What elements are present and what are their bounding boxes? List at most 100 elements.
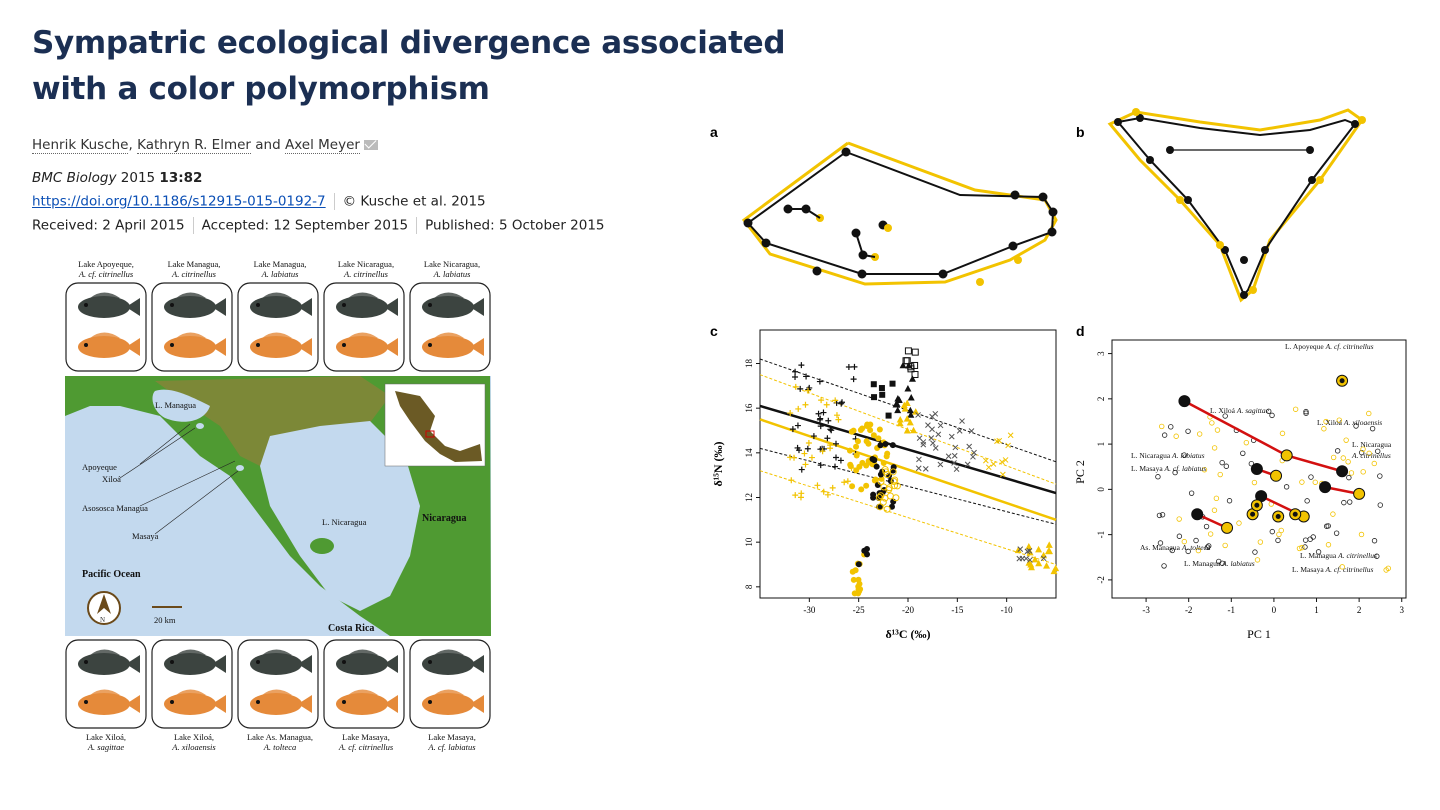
pc-label: L. Nicaragua A. labiatus	[1131, 451, 1205, 460]
citation-line: BMC Biology 2015 13:82	[32, 170, 202, 186]
x-tick-label: 2	[1357, 605, 1362, 615]
panel-label-d: d	[1076, 323, 1085, 339]
divider	[192, 217, 194, 234]
map-label: L. Nicaragua	[322, 517, 367, 527]
map-label: Masaya	[132, 531, 159, 541]
fish-photo-box	[237, 282, 319, 372]
fish-photo-box	[65, 639, 147, 729]
compass-icon: N	[87, 591, 121, 625]
pc-label: L. Managua A. labiatus	[1184, 559, 1255, 568]
map-label: Pacific Ocean	[82, 569, 141, 580]
fish-photo-box	[409, 639, 491, 729]
author-link[interactable]: Kathryn R. Elmer	[137, 137, 251, 154]
x-tick-label: -10	[1001, 605, 1013, 615]
copyright: © Kusche et al. 2015	[342, 193, 486, 210]
x-tick-label: -1	[1228, 605, 1236, 615]
x-tick-label: 3	[1399, 605, 1404, 615]
received-date: Received: 2 April 2015	[32, 217, 185, 234]
top-label: Lake Nicaragua,	[424, 259, 480, 269]
y-tick-label: 2	[1096, 397, 1106, 402]
top-fish-row	[65, 282, 491, 372]
y-tick-label: -2	[1096, 576, 1106, 584]
pc-label: L. Masaya A. cf. citrinellus	[1292, 565, 1374, 574]
author-list: Henrik Kusche, Kathryn R. Elmer and Axel…	[32, 137, 378, 154]
author-link[interactable]: Henrik Kusche	[32, 137, 129, 154]
pc-label: L. Xiloá A. xiloaensis	[1317, 418, 1382, 427]
y-tick-label: 3	[1096, 351, 1106, 356]
bottom-label: Lake Masaya,	[428, 732, 476, 742]
map-label: Costa Rica	[328, 623, 374, 634]
panel-d-xlabel: PC 1	[1247, 627, 1271, 641]
y-tick-label: 14	[744, 448, 754, 458]
divider	[333, 193, 335, 210]
email-icon[interactable]	[363, 140, 378, 150]
top-label: Lake Nicaragua,	[338, 259, 394, 269]
svg-text:N: N	[100, 616, 105, 624]
x-tick-label: 1	[1314, 605, 1319, 615]
top-label: Lake Managua,	[254, 259, 307, 269]
fish-photo-box	[237, 639, 319, 729]
x-tick-label: -3	[1142, 605, 1150, 615]
divider	[416, 217, 418, 234]
bottom-fish-row	[65, 639, 491, 729]
y-tick-label: 8	[744, 584, 754, 589]
panel-label-c: c	[710, 323, 718, 339]
y-tick-label: 12	[744, 493, 754, 502]
top-label: Lake Apoyeque,	[78, 259, 134, 269]
top-label: A. labiatus	[261, 269, 300, 279]
bottom-label: Lake As. Managua,	[247, 732, 313, 742]
y-tick-label: 10	[744, 537, 754, 547]
pc-label: A. citrinellus	[1351, 451, 1391, 460]
journal-name: BMC Biology	[32, 170, 117, 186]
bottom-label: Lake Xiloá,	[174, 732, 214, 742]
doi-link[interactable]: https://doi.org/10.1186/s12915-015-0192-…	[32, 193, 326, 210]
panel-c-xlabel: δ¹³C (‰)	[885, 627, 930, 641]
article-title: Sympatric ecological divergence associat…	[32, 25, 786, 107]
map-label: Nicaragua	[422, 513, 466, 524]
fish-map-figure: Lake Apoyeque, A. cf. citrinellus Lake M…	[65, 259, 491, 752]
panel-label-a: a	[710, 124, 718, 140]
top-label: A. labiatus	[433, 269, 472, 279]
author-link[interactable]: Axel Meyer	[284, 137, 360, 154]
y-tick-label: 16	[744, 403, 754, 413]
fish-photo-box	[65, 282, 147, 372]
fish-photo-box	[151, 282, 233, 372]
bottom-label: A. cf. labiatus	[427, 742, 476, 752]
x-tick-label: -20	[902, 605, 914, 615]
top-label: Lake Managua,	[168, 259, 221, 269]
map: L. Managua Apoyeque Xiloá Asososca Manag…	[65, 376, 491, 636]
y-tick-label: 0	[1096, 487, 1106, 492]
pc-label: L. Xiloá A. sagittae	[1210, 406, 1270, 415]
pc-label: L. Masaya A. cf. labiatus	[1131, 464, 1206, 473]
pc-label: L. Nicaragua	[1352, 440, 1392, 449]
pc-label: L. Managua A. citrinellus	[1300, 551, 1377, 560]
citation-year: 2015	[120, 170, 156, 186]
volume-article: 13:82	[159, 170, 203, 186]
fish-photo-box	[151, 639, 233, 729]
bottom-label: A. sagittae	[87, 742, 125, 752]
map-label: Xiloá	[102, 474, 121, 484]
panel-b-shape	[1107, 108, 1366, 303]
panel-d-plot: -3 -2 -1 0 1 2 3 -2 -1 0 1 2 3 PC 1 PC 2 L. Apoyequ…	[1073, 339, 1407, 641]
y-tick-label: -1	[1096, 531, 1106, 539]
fish-photo-box	[323, 639, 405, 729]
pc-label: As. Managua A. tolteca	[1140, 543, 1211, 552]
top-label: A. citrinellus	[171, 269, 217, 279]
published-date: Published: 5 October 2015	[425, 217, 605, 234]
bottom-label: A. cf. citrinellus	[338, 742, 394, 752]
panel-c-ylabel: δ¹⁵N (‰)	[711, 441, 725, 486]
map-label: L. Managua	[155, 400, 196, 410]
accepted-date: Accepted: 12 September 2015	[201, 217, 409, 234]
x-tick-label: -2	[1185, 605, 1193, 615]
panel-label-b: b	[1076, 124, 1085, 140]
top-label: A. cf. citrinellus	[78, 269, 134, 279]
y-tick-label: 1	[1096, 442, 1106, 447]
scale-label: 20 km	[154, 615, 176, 625]
doi-row: https://doi.org/10.1186/s12915-015-0192-…	[32, 193, 486, 210]
y-tick-label: 18	[744, 359, 754, 369]
pc-label: L. Apoyeque A. cf. citrinellus	[1285, 342, 1374, 351]
top-label: A. citrinellus	[343, 269, 389, 279]
x-tick-label: 0	[1272, 605, 1277, 615]
bottom-label: Lake Masaya,	[342, 732, 390, 742]
